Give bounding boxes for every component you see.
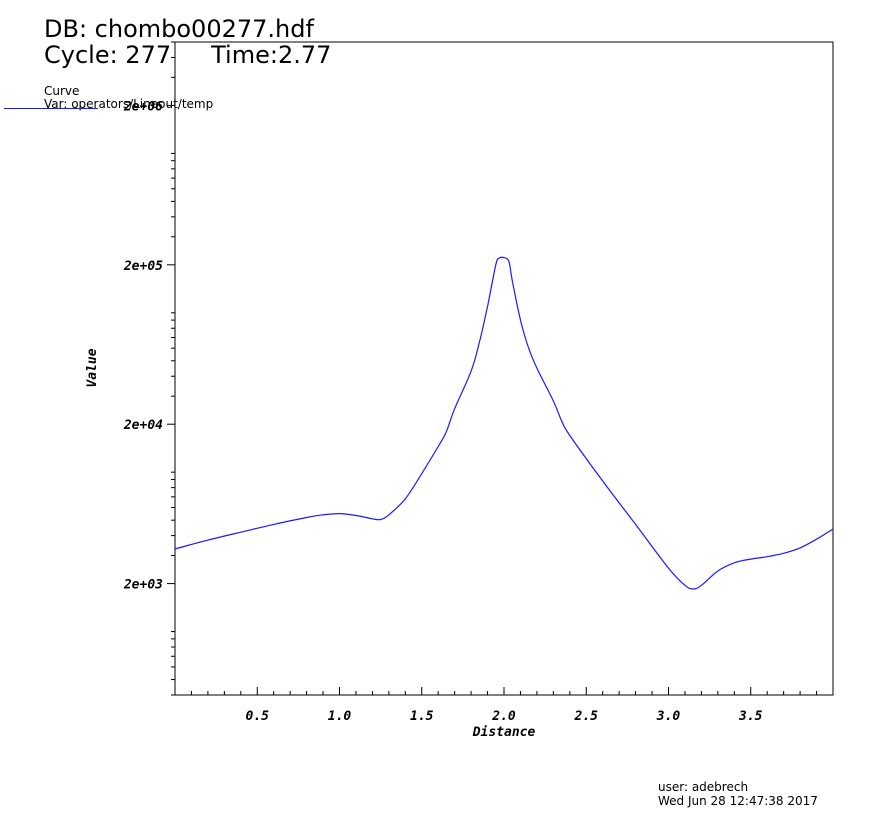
x-tick-label: 3.5	[738, 709, 763, 724]
y-tick-label: 2e+06	[123, 99, 163, 114]
footer-user: user: adebrech	[658, 780, 749, 794]
y-tick-label: 2e+05	[123, 259, 163, 274]
x-tick-label: 2.5	[574, 709, 599, 724]
x-tick-label: 1.5	[410, 709, 434, 724]
y-tick-label: 2e+04	[123, 418, 163, 433]
database-title: DB: chombo00277.hdf	[44, 15, 314, 43]
legend-title: Curve	[44, 84, 80, 98]
x-tick-label: 0.5	[246, 709, 270, 724]
plot-frame	[174, 41, 834, 696]
cycle-time-line: Cycle: 277 Time:2.77	[44, 42, 331, 68]
x-axis: 0.5 1.0 1.5 2.0 2.5 3.0 3.5	[190, 687, 818, 724]
y-axis-title: Value	[85, 348, 100, 387]
x-tick-label: 2.0	[491, 709, 516, 724]
y-tick-label: 2e+03	[123, 578, 163, 593]
x-tick-label: 3.0	[656, 709, 681, 724]
time-label: Time:2.77	[211, 41, 332, 69]
x-tick-label: 1.0	[328, 709, 352, 724]
y-axis: 2e+03 2e+04 2e+05 2e+06	[123, 41, 175, 696]
cycle-label: Cycle: 277	[44, 41, 172, 69]
footer-date: Wed Jun 28 12:47:38 2017	[658, 794, 818, 808]
series-line	[174, 256, 834, 590]
x-axis-title: Distance	[472, 725, 536, 740]
legend-variable: Var: operators/Lineout/temp	[44, 97, 214, 111]
legend-swatch	[4, 108, 98, 109]
